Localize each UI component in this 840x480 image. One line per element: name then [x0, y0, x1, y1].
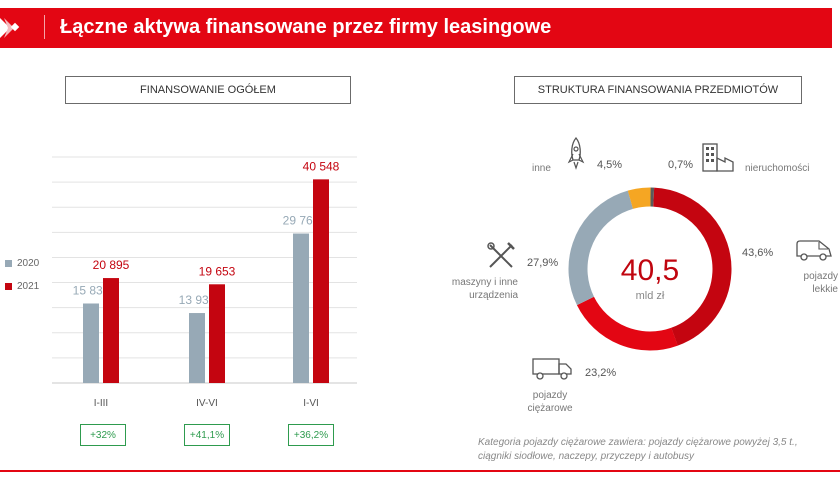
- company-logo-icon: [0, 18, 20, 38]
- growth-badge-iv-vi: +41,1%: [184, 424, 230, 446]
- category-label-iv-vi: IV-VI: [196, 398, 218, 409]
- slice-pojazdy-ciężarowe: [568, 187, 732, 351]
- legend-2020: 2020: [5, 258, 39, 269]
- growth-badge-i-iii: +32%: [80, 424, 126, 446]
- category-label-i-vi: I-VI: [303, 398, 319, 409]
- left-panel-title: FINANSOWANIE OGÓŁEM: [65, 76, 351, 104]
- growth-badge-i-vi: +36,2%: [288, 424, 334, 446]
- category-name-pojazdy-lekkie-line1: pojazdy: [803, 271, 838, 282]
- header-bar: [0, 8, 832, 48]
- category-name-inne: inne: [532, 163, 551, 174]
- data-label-2021-i-vi: 40 548: [303, 159, 340, 173]
- data-label-2020-iv-vi: 13 930: [179, 293, 216, 307]
- data-label-2020-i-iii: 15 832: [73, 283, 110, 297]
- bar-2020-i-iii: [83, 303, 99, 383]
- slice-label-pojazdy-lekkie: 43,6%: [742, 247, 774, 259]
- bar-2020-i-vi: [293, 233, 309, 383]
- category-name-maszyny-line2: urządzenia: [469, 290, 518, 301]
- truck-icon: [532, 358, 572, 380]
- category-name-ciezarowe-line2: ciężarowe: [527, 403, 573, 414]
- slice-pojazdy-lekkie: [568, 187, 732, 351]
- page-title: Łączne aktywa finansowane przez firmy le…: [60, 16, 552, 38]
- category-name-maszyny-line1: maszyny i inne: [451, 277, 518, 288]
- legend-2021: 2021: [5, 281, 39, 292]
- category-name-nieruchomosci: nieruchomości: [745, 163, 810, 174]
- legend-label-2020: 2020: [17, 258, 40, 269]
- donut-center-unit: mld zł: [635, 290, 665, 302]
- data-label-2020-i-vi: 29 761: [283, 214, 320, 228]
- category-name-ciezarowe-line1: pojazdy: [532, 390, 568, 401]
- bar-2020-iv-vi: [189, 313, 205, 383]
- legend-swatch-2021: [5, 283, 12, 290]
- bar-2021-i-iii: [103, 278, 119, 383]
- category-label-i-iii: I-III: [93, 398, 109, 409]
- data-label-2021-iv-vi: 19 653: [199, 264, 236, 278]
- bar-2021-i-vi: [313, 179, 329, 383]
- donut-center-value: 40,5: [620, 254, 680, 287]
- slice-label-maszyny: 27,9%: [527, 257, 559, 269]
- header-divider: [44, 15, 45, 39]
- slice-label-pojazdy-ciezarowe: 23,2%: [585, 367, 617, 379]
- slice-label-inne: 4,5%: [597, 159, 623, 171]
- bar-2021-iv-vi: [209, 284, 225, 383]
- tools-icon: [487, 242, 515, 268]
- legend-label-2021: 2021: [17, 281, 40, 292]
- footnote: Kategoria pojazdy ciężarowe zawiera: poj…: [478, 437, 798, 462]
- category-name-pojazdy-lekkie-line2: lekkie: [812, 284, 838, 295]
- slice-label-nieruchomosci: 0,7%: [668, 159, 694, 171]
- rocket-icon: [567, 136, 585, 170]
- slice-inne: [568, 187, 732, 351]
- bottom-rule: [0, 470, 840, 472]
- van-icon: [796, 240, 832, 261]
- data-label-2021-i-iii: 20 895: [93, 258, 130, 272]
- right-panel-title: STRUKTURA FINANSOWANIA PRZEDMIOTÓW: [514, 76, 802, 104]
- building-icon: [702, 143, 734, 172]
- legend-swatch-2020: [5, 260, 12, 267]
